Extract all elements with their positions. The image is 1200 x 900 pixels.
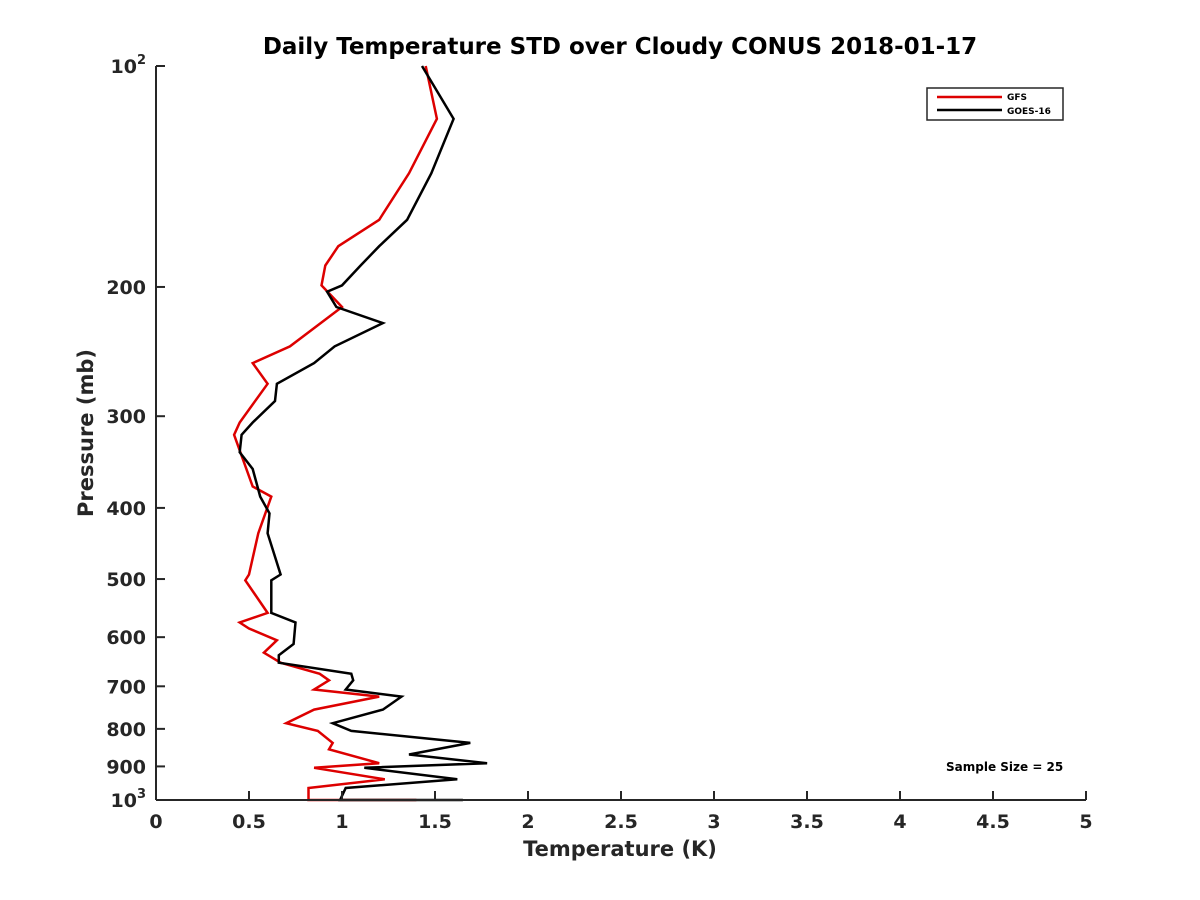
legend-label-gfs: GFS <box>1007 93 1027 103</box>
y-tick-label: 103 <box>111 787 147 812</box>
x-tick-label: 1.5 <box>418 811 452 833</box>
x-tick-label: 1 <box>335 811 348 833</box>
x-tick-label: 5 <box>1079 811 1092 833</box>
x-tick-label: 0.5 <box>232 811 266 833</box>
x-tick-label: 2.5 <box>604 811 638 833</box>
legend-label-goes16: GOES-16 <box>1007 107 1051 117</box>
sample-size-annotation: Sample Size = 25 <box>946 760 1063 774</box>
plot-area: 0 0.5 1 1.5 2 2.5 3 3.5 4 4.5 5 1 0 2 200 300 400 500 600… <box>106 53 1092 833</box>
series-lines <box>232 65 488 802</box>
x-tick-label: 4 <box>893 811 906 833</box>
x-tick-label: 4.5 <box>976 811 1010 833</box>
legend: GFS GOES-16 <box>926 87 1064 121</box>
series-line-goes16 <box>238 65 488 802</box>
legend-box <box>926 87 1064 121</box>
y-tick-label: 900 <box>106 756 146 778</box>
y-tick-label: 500 <box>106 569 146 591</box>
x-ticks: 0 0.5 1 1.5 2 2.5 3 3.5 4 4.5 5 <box>149 791 1093 833</box>
y-axis-label: Pressure (mb) <box>74 349 98 517</box>
y-tick-label: 800 <box>106 719 146 741</box>
series-line-gfs <box>232 65 439 802</box>
chart-title: Daily Temperature STD over Cloudy CONUS … <box>263 34 977 60</box>
y-tick-label: 700 <box>106 676 146 698</box>
y-tick-label: 600 <box>106 627 146 649</box>
x-axis-label: Temperature (K) <box>523 837 717 861</box>
y-tick-label: 300 <box>106 406 146 428</box>
x-tick-label: 0 <box>149 811 162 833</box>
y-tick-label: 200 <box>106 277 146 299</box>
x-tick-label: 2 <box>521 811 534 833</box>
x-tick-label: 3 <box>707 811 720 833</box>
x-tick-label: 3.5 <box>790 811 824 833</box>
y-tick-label: 400 <box>106 498 146 520</box>
